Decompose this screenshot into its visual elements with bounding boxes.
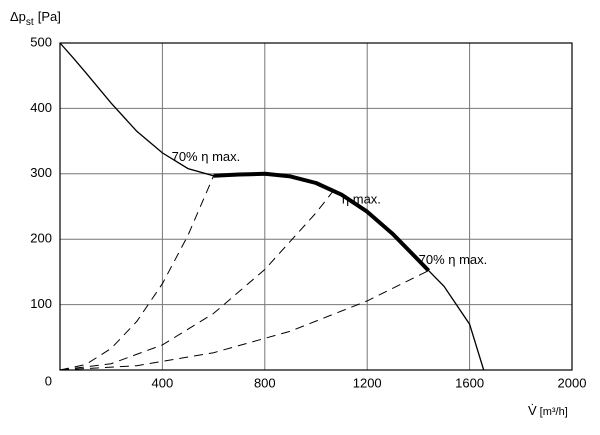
x-tick-label: 2000 xyxy=(558,375,587,390)
system-curve xyxy=(59,175,215,371)
fan-curve-optimal xyxy=(213,171,431,272)
x-tick-label: 400 xyxy=(152,375,174,390)
system-curve xyxy=(59,270,429,371)
y-axis-label: Δpst [Pa] xyxy=(10,9,61,27)
y-tick-label: 300 xyxy=(30,165,52,180)
y-tick-label: 500 xyxy=(30,34,52,49)
x-tick-label: 1200 xyxy=(353,375,382,390)
fan-curve xyxy=(59,42,485,371)
annotation: 70% η max. xyxy=(172,149,241,164)
y-tick-label: 100 xyxy=(30,296,52,311)
y-tick-label: 400 xyxy=(30,100,52,115)
system-curve xyxy=(59,189,335,371)
y-tick-label: 200 xyxy=(30,231,52,246)
annotation: 70% η max. xyxy=(419,252,488,267)
x-tick-label: 1600 xyxy=(455,375,484,390)
y-tick-label: 0 xyxy=(45,373,52,388)
x-tick-label: 800 xyxy=(254,375,276,390)
plot-frame xyxy=(59,42,573,371)
x-axis-label: V̇ [m³/h] xyxy=(528,403,568,418)
